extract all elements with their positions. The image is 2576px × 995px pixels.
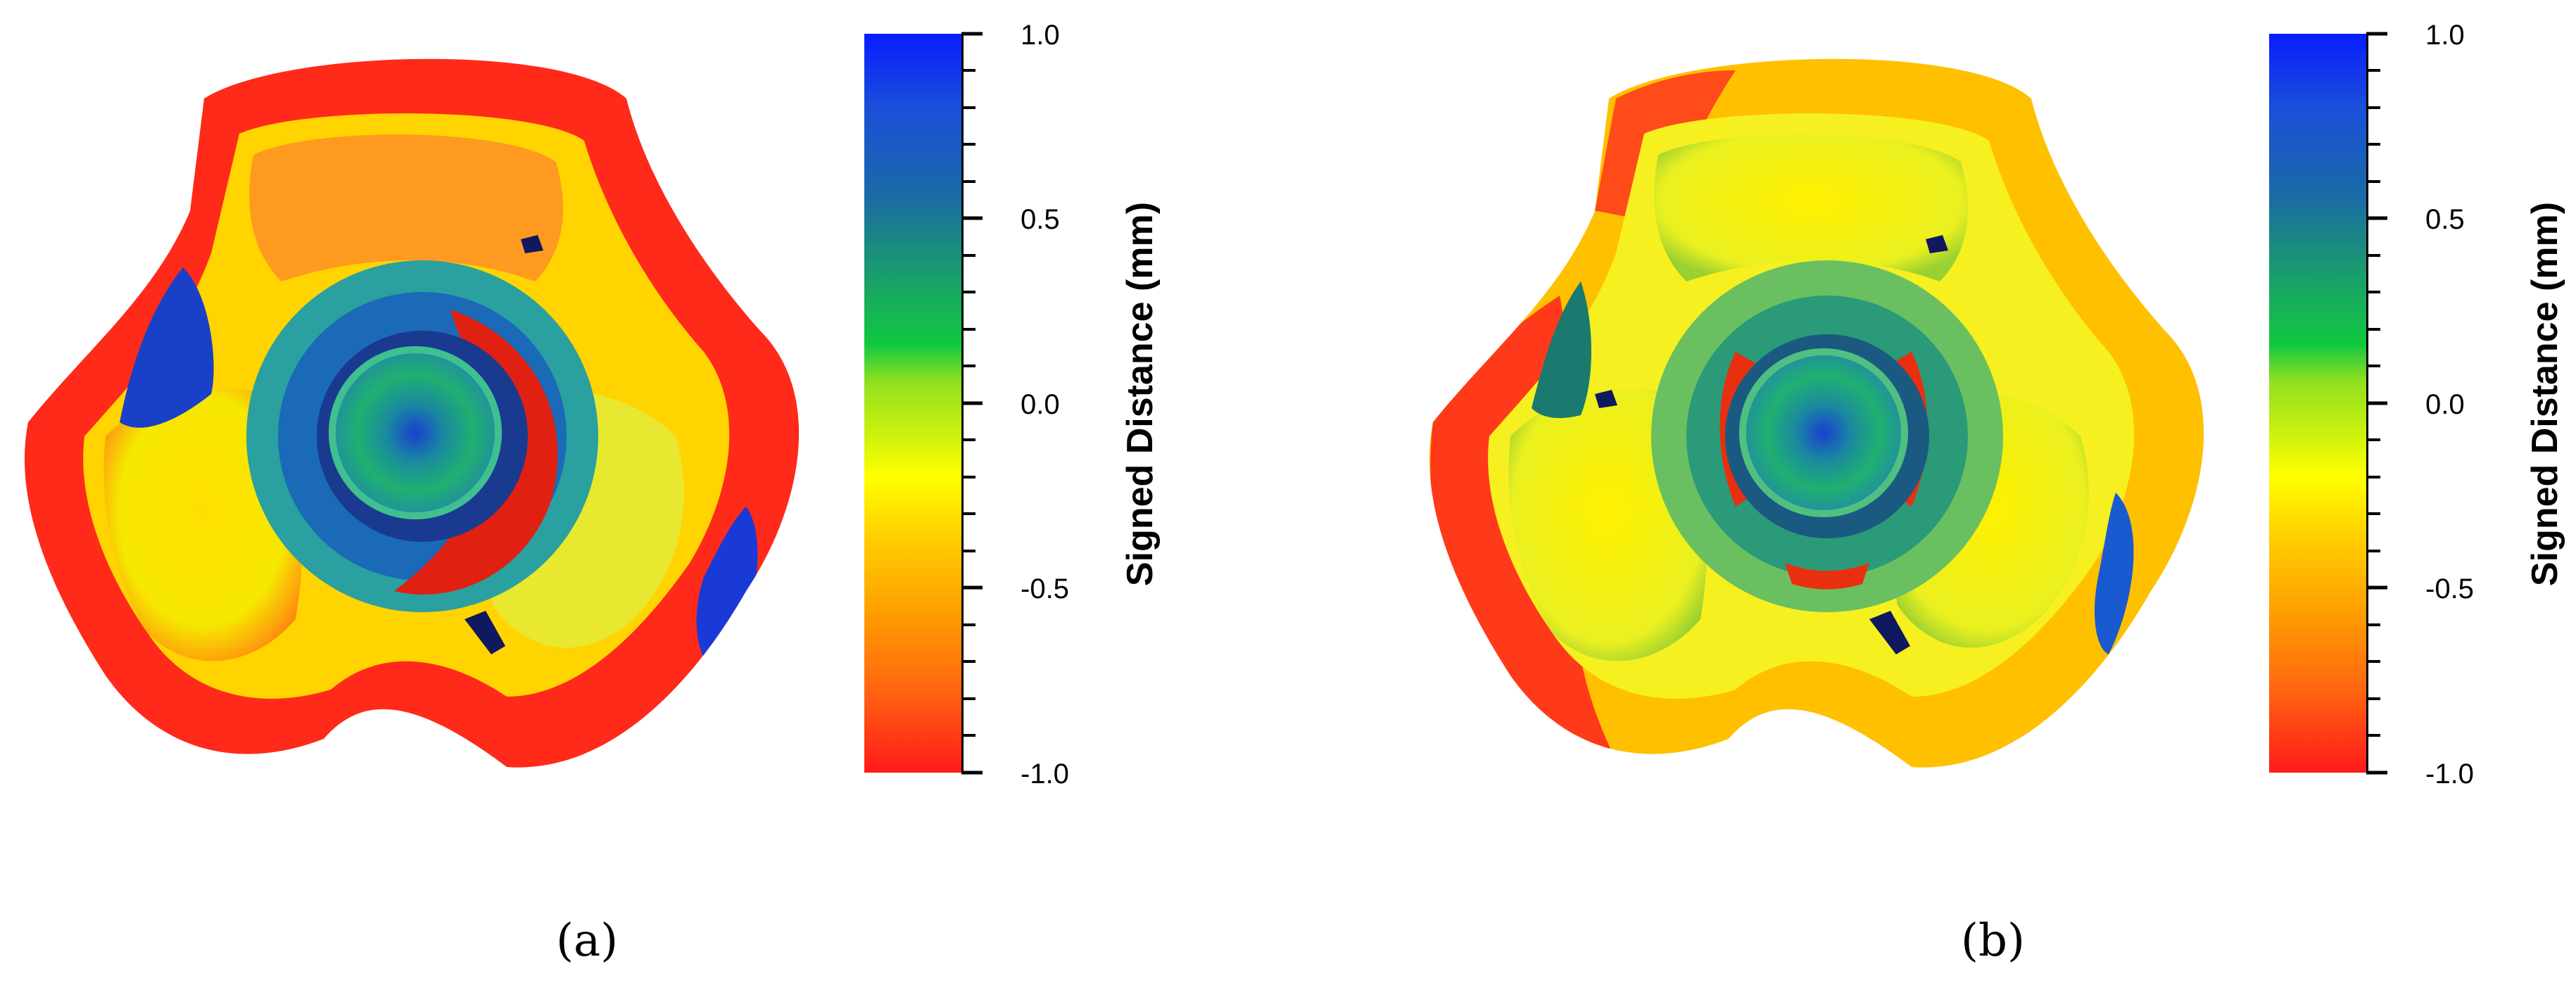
tick-label: 1.0: [2425, 20, 2465, 51]
colorbar-a: [864, 34, 961, 773]
tick-label: -1.0: [1021, 759, 1069, 790]
tick-label: 0.0: [1021, 389, 1060, 420]
panel-caption: (a): [556, 915, 619, 967]
tick-label: 0.5: [2425, 204, 2465, 235]
colorbar-ticks-b: [2366, 32, 2387, 775]
colorbar-ticks-a: [961, 32, 983, 775]
tick-label: 0.0: [2425, 389, 2465, 420]
colorbar-b: [2269, 34, 2366, 773]
panel-a: 1.0 0.5 0.0 -0.5 -1.0 Signed Distance (m…: [24, 20, 1161, 967]
tick-label: 1.0: [1021, 20, 1060, 51]
tick-label: -0.5: [1021, 573, 1069, 604]
tick-label: -0.5: [2425, 573, 2474, 604]
colorbar-label: Signed Distance (mm): [1120, 201, 1161, 587]
deviation-map-a: [24, 58, 800, 768]
tick-label: -1.0: [2425, 759, 2474, 790]
panel-caption: (b): [1961, 915, 2025, 967]
colorbar-label: Signed Distance (mm): [2525, 201, 2565, 587]
tick-label: 0.5: [1021, 204, 1060, 235]
deviation-map-b: [1429, 58, 2204, 768]
panel-b: 1.0 0.5 0.0 -0.5 -1.0 Signed Distance (m…: [1405, 0, 2576, 995]
